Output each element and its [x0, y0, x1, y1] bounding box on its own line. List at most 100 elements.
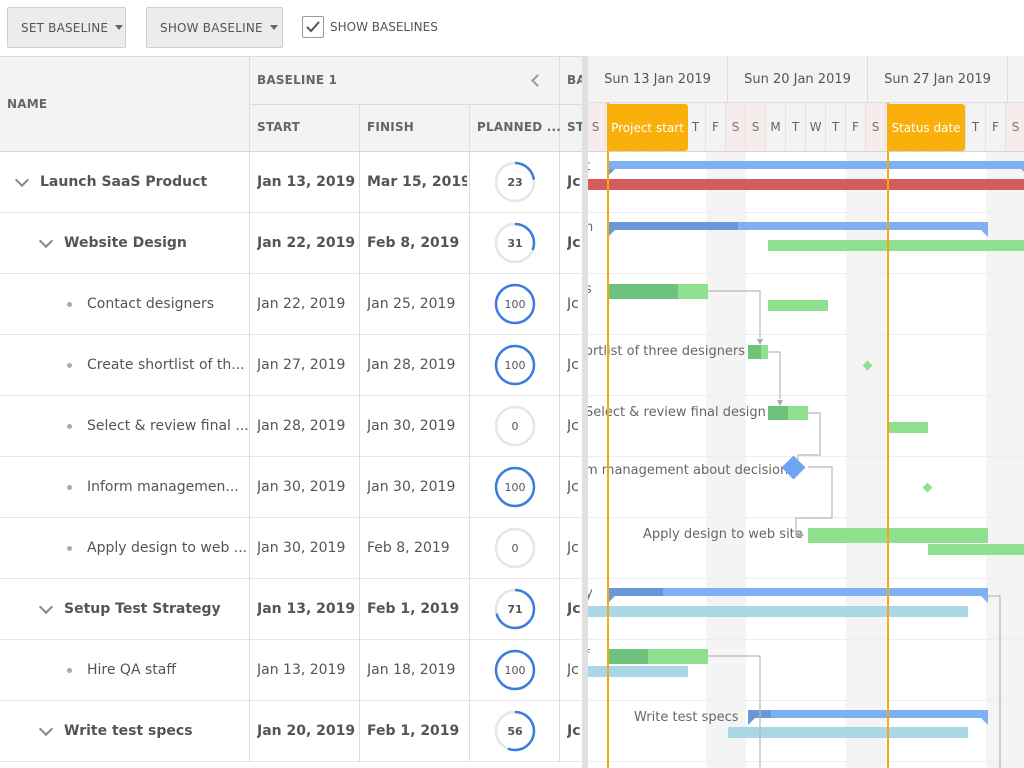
- finish-cell[interactable]: Feb 1, 2019: [367, 723, 460, 739]
- task-name-cell[interactable]: Apply design to web ...: [0, 518, 249, 578]
- task-name-cell[interactable]: Website Design: [0, 213, 249, 273]
- start-cell[interactable]: Jan 30, 2019: [257, 540, 346, 556]
- baseline-bar[interactable]: [588, 666, 688, 677]
- baseline-milestone[interactable]: [922, 482, 933, 493]
- task-progress[interactable]: [608, 649, 648, 664]
- task-name-cell[interactable]: Setup Test Strategy: [0, 579, 249, 639]
- baseline-bar[interactable]: [888, 422, 928, 433]
- finish-cell[interactable]: Feb 8, 2019: [367, 235, 460, 251]
- progress-value: 31: [507, 236, 523, 250]
- column-header-start[interactable]: START: [257, 120, 301, 134]
- parent-task-bar[interactable]: [608, 222, 988, 230]
- chevron-down-icon[interactable]: [38, 721, 54, 736]
- column-group-baseline-1[interactable]: BASELINE 1: [257, 73, 338, 87]
- start-cell[interactable]: Jan 27, 2019: [257, 357, 346, 373]
- finish-cell[interactable]: Jan 30, 2019: [367, 479, 456, 495]
- start-cell[interactable]: Jan 28, 2019: [257, 418, 346, 434]
- day-header: S: [1006, 103, 1024, 152]
- finish-cell[interactable]: Jan 30, 2019: [367, 418, 456, 434]
- column-group-next[interactable]: BA: [567, 73, 586, 87]
- next-column-cell[interactable]: Jc: [567, 662, 579, 678]
- table-row[interactable]: Hire QA staff Jan 13, 2019 Jan 18, 2019 …: [0, 640, 583, 701]
- next-column-cell[interactable]: Jc: [567, 418, 579, 434]
- parent-task-bar[interactable]: [608, 161, 1024, 169]
- task-progress[interactable]: [768, 406, 788, 420]
- finish-cell[interactable]: Feb 1, 2019: [367, 601, 460, 617]
- column-header-next[interactable]: ST: [567, 120, 585, 134]
- next-column-cell[interactable]: Jc: [567, 601, 581, 617]
- column-header-name[interactable]: NAME: [7, 97, 48, 111]
- baseline-bar[interactable]: [768, 300, 828, 311]
- task-name-cell[interactable]: Inform managemen...: [0, 457, 249, 517]
- parent-bar-left-cap: [608, 230, 615, 237]
- table-row[interactable]: Contact designers Jan 22, 2019 Jan 25, 2…: [0, 274, 583, 335]
- finish-cell[interactable]: Jan 28, 2019: [367, 357, 456, 373]
- parent-task-progress[interactable]: [748, 710, 771, 718]
- baseline-bar[interactable]: [768, 240, 1024, 251]
- next-column-cell[interactable]: Jc: [567, 357, 579, 373]
- table-row[interactable]: Inform managemen... Jan 30, 2019 Jan 30,…: [0, 457, 583, 518]
- table-row[interactable]: Write test specs Jan 20, 2019 Feb 1, 201…: [0, 701, 583, 762]
- task-bar[interactable]: [808, 528, 988, 543]
- column-header-finish[interactable]: FINISH: [367, 120, 415, 134]
- start-cell[interactable]: Jan 13, 2019: [257, 601, 356, 617]
- parent-task-bar[interactable]: [748, 710, 988, 718]
- progress-ring: 56: [494, 710, 536, 752]
- start-cell[interactable]: Jan 20, 2019: [257, 723, 356, 739]
- task-name-cell[interactable]: Select & review final ...: [0, 396, 249, 456]
- task-progress[interactable]: [748, 345, 761, 359]
- next-column-cell[interactable]: Jc: [567, 479, 579, 495]
- next-column-cell[interactable]: Jc: [567, 235, 581, 251]
- baseline-bar[interactable]: [588, 179, 1024, 190]
- table-row[interactable]: Create shortlist of th... Jan 27, 2019 J…: [0, 335, 583, 396]
- show-baselines-toggle[interactable]: SHOW BASELINES: [302, 16, 438, 38]
- task-name-cell[interactable]: Create shortlist of th...: [0, 335, 249, 395]
- finish-cell[interactable]: Jan 18, 2019: [367, 662, 456, 678]
- project-start-marker-flag[interactable]: Project start: [607, 104, 688, 151]
- chevron-down-icon[interactable]: [14, 172, 30, 187]
- column-header-planned[interactable]: PLANNED ...: [477, 120, 562, 134]
- baseline-bar[interactable]: [588, 606, 968, 617]
- chevron-down-icon[interactable]: [38, 599, 54, 614]
- parent-task-bar[interactable]: [608, 588, 988, 596]
- start-cell[interactable]: Jan 22, 2019: [257, 296, 346, 312]
- baseline-bar[interactable]: [728, 727, 968, 738]
- chevron-down-icon[interactable]: [38, 233, 54, 248]
- task-name-cell[interactable]: Contact designers: [0, 274, 249, 334]
- progress-ring: 0: [494, 405, 536, 447]
- chevron-left-icon[interactable]: [531, 74, 544, 87]
- task-name-cell[interactable]: Launch SaaS Product: [0, 152, 249, 212]
- next-column-cell[interactable]: Jc: [567, 296, 579, 312]
- finish-cell[interactable]: Jan 25, 2019: [367, 296, 456, 312]
- parent-bar-right-cap: [981, 596, 988, 603]
- next-column-cell[interactable]: Jc: [567, 723, 581, 739]
- finish-cell[interactable]: Mar 15, 2019: [367, 174, 467, 190]
- progress-ring: 100: [494, 466, 536, 508]
- progress-ring: 100: [494, 649, 536, 691]
- next-column-cell[interactable]: Jc: [567, 540, 579, 556]
- task-name-cell[interactable]: Write test specs: [0, 701, 249, 761]
- table-row[interactable]: Launch SaaS Product Jan 13, 2019 Mar 15,…: [0, 152, 583, 213]
- task-name-cell[interactable]: Hire QA staff: [0, 640, 249, 700]
- baseline-bar[interactable]: [928, 544, 1024, 555]
- start-cell[interactable]: Jan 30, 2019: [257, 479, 346, 495]
- show-baseline-button[interactable]: SHOW BASELINE: [146, 7, 283, 48]
- table-row[interactable]: Apply design to web ... Jan 30, 2019 Feb…: [0, 518, 583, 579]
- task-label: m management about decision: [588, 463, 789, 478]
- start-cell[interactable]: Jan 13, 2019: [257, 662, 346, 678]
- parent-task-progress[interactable]: [608, 222, 738, 230]
- finish-cell[interactable]: Feb 8, 2019: [367, 540, 450, 556]
- parent-bar-left-cap: [748, 718, 755, 725]
- parent-task-progress[interactable]: [608, 588, 663, 596]
- table-row[interactable]: Select & review final ... Jan 28, 2019 J…: [0, 396, 583, 457]
- next-column-cell[interactable]: Jc: [567, 174, 581, 190]
- start-cell[interactable]: Jan 13, 2019: [257, 174, 356, 190]
- task-progress[interactable]: [608, 284, 678, 299]
- splitter-handle[interactable]: [582, 56, 588, 768]
- status-date-marker-flag[interactable]: Status date: [887, 104, 965, 151]
- checkbox-checked-icon[interactable]: [302, 16, 324, 38]
- start-cell[interactable]: Jan 22, 2019: [257, 235, 356, 251]
- table-row[interactable]: Setup Test Strategy Jan 13, 2019 Feb 1, …: [0, 579, 583, 640]
- table-row[interactable]: Website Design Jan 22, 2019 Feb 8, 2019 …: [0, 213, 583, 274]
- set-baseline-button[interactable]: SET BASELINE: [7, 7, 126, 48]
